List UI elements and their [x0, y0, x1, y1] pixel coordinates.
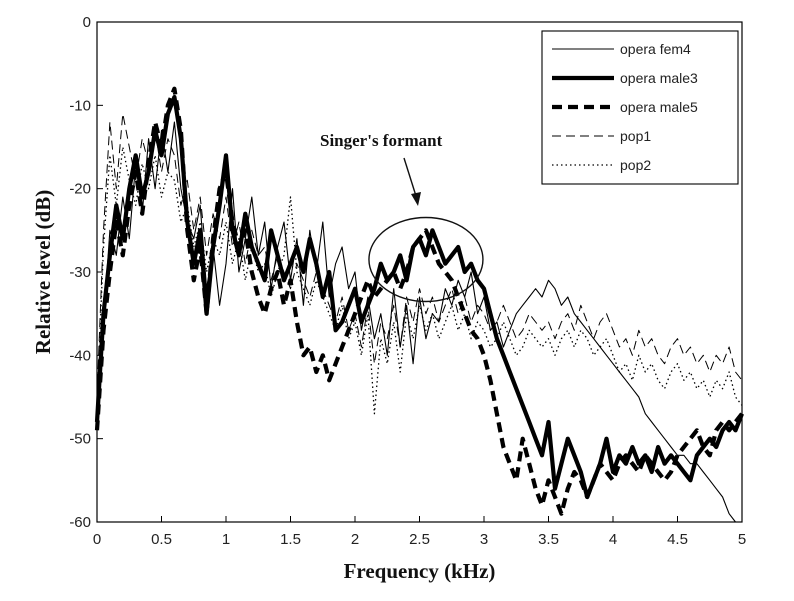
- x-tick-label: 0.5: [151, 531, 172, 548]
- y-axis-title: Relative level (dB): [31, 190, 55, 354]
- x-tick-label: 1: [222, 531, 230, 548]
- legend-label: pop1: [620, 128, 651, 144]
- annotation-layer: Singer's formant: [320, 131, 484, 303]
- x-tick-label: 2.5: [409, 531, 430, 548]
- series-line-opera-male3: [94, 94, 744, 500]
- y-tick-label: -10: [69, 97, 91, 114]
- y-tick-label: -40: [69, 347, 91, 364]
- x-tick-label: 3.5: [538, 531, 559, 548]
- ticks-layer: 0 0.5 1 1.5 2 2.5 3 3.5 4 4.5 5 0 -10 -20 -30 -40 -50 -60: [69, 14, 746, 548]
- singers-formant-arrow: [403, 157, 417, 197]
- singers-formant-ellipse: [368, 216, 484, 303]
- y-tick-label: -60: [69, 514, 91, 531]
- legend-label: opera male3: [620, 70, 698, 86]
- x-tick-label: 2: [351, 531, 359, 548]
- x-tick-label: 4: [609, 531, 617, 548]
- x-axis-title: Frequency (kHz): [344, 559, 496, 583]
- legend: opera fem4 opera male3 opera male5 pop1 pop2: [541, 30, 739, 185]
- y-tick-label: 0: [83, 14, 91, 31]
- legend-label: pop2: [620, 157, 651, 173]
- legend-label: opera fem4: [620, 41, 691, 57]
- y-tick-label: -20: [69, 181, 91, 198]
- series-layer: [94, 86, 744, 523]
- x-tick-label: 1.5: [280, 531, 301, 548]
- legend-label: opera male5: [620, 99, 698, 115]
- x-tick-label: 0: [93, 531, 101, 548]
- x-tick-label: 3: [480, 531, 488, 548]
- x-tick-label: 4.5: [667, 531, 688, 548]
- y-tick-label: -30: [69, 264, 91, 281]
- singers-formant-label: Singer's formant: [320, 131, 443, 150]
- series-line-pop1: [96, 113, 743, 398]
- singers-formant-arrowhead: [411, 192, 421, 206]
- y-tick-label: -50: [69, 431, 91, 448]
- x-tick-label: 5: [738, 531, 746, 548]
